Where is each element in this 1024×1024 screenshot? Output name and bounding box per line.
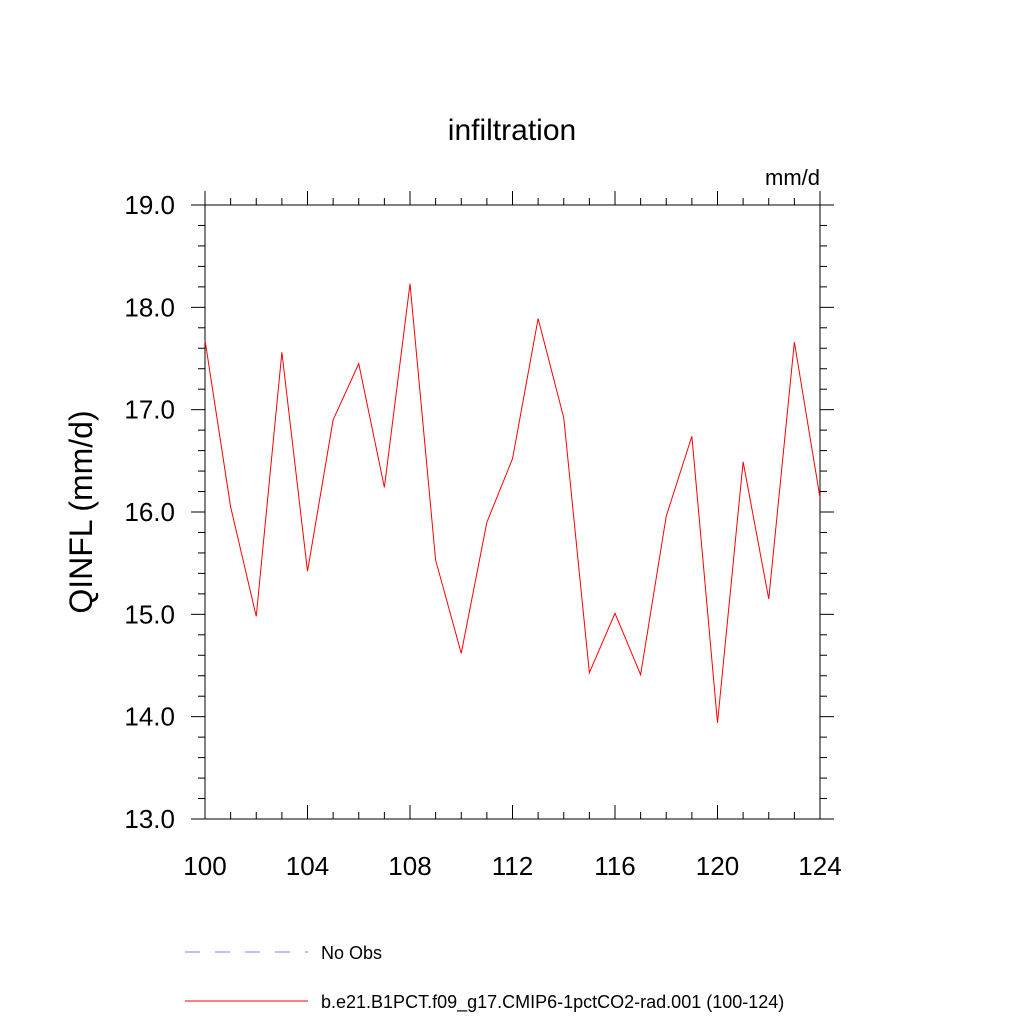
chart-title: infiltration <box>448 114 576 147</box>
x-tick-label: 100 <box>183 851 226 881</box>
series-layer <box>204 283 821 723</box>
x-tick-label: 108 <box>388 851 431 881</box>
y-tick-label: 14.0 <box>124 702 175 732</box>
axis-ticks <box>191 191 834 820</box>
x-tick-label: 104 <box>286 851 329 881</box>
x-tick-label: 120 <box>696 851 739 881</box>
plot-frame <box>204 204 821 820</box>
y-tick-label: 16.0 <box>124 497 175 527</box>
x-tick-label: 116 <box>594 851 635 881</box>
y-tick-label: 17.0 <box>124 395 175 425</box>
legend-label: b.e21.B1PCT.f09_g17.CMIP6-1pctCO2-rad.00… <box>321 992 784 1013</box>
units-label: mm/d <box>765 165 820 190</box>
legend: No Obs b.e21.B1PCT.f09_g17.CMIP6-1pctCO2-… <box>185 943 784 1013</box>
legend-label: No Obs <box>321 943 382 963</box>
x-tick-label: 124 <box>798 851 841 881</box>
axis-tick-labels: 100 104 108 112 116 120 124 13.0 14.0 15.0 16.0 17.… <box>124 190 841 881</box>
y-tick-label: 13.0 <box>124 804 175 834</box>
y-axis-label: QINFL (mm/d) <box>63 410 99 613</box>
y-tick-label: 18.0 <box>124 292 175 322</box>
y-tick-label: 15.0 <box>124 599 175 629</box>
y-tick-label: 19.0 <box>124 190 175 220</box>
series-line <box>204 283 821 723</box>
x-tick-label: 112 <box>492 851 533 881</box>
